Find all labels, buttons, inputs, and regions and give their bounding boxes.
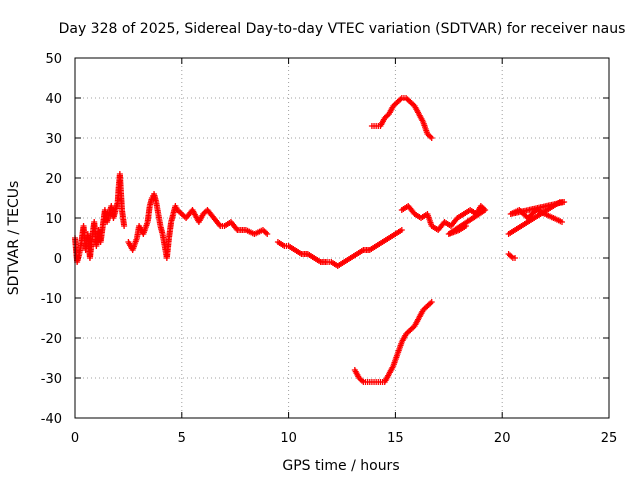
data-point <box>512 255 519 261</box>
y-tick-label: 10 <box>45 212 62 227</box>
x-tick-label: 0 <box>71 431 79 446</box>
data-point <box>216 221 223 228</box>
data-point <box>398 227 405 233</box>
data-point <box>428 299 435 305</box>
x-tick-label: 25 <box>601 431 618 446</box>
y-tick-label: 30 <box>45 132 62 147</box>
y-tick-label: -40 <box>41 412 62 427</box>
x-tick-label: 10 <box>280 431 297 446</box>
data-point <box>428 135 435 141</box>
data-point <box>559 219 566 225</box>
y-tick-label: -20 <box>41 332 62 347</box>
plot-frame <box>74 57 610 419</box>
data-points <box>72 95 568 385</box>
x-tick-label: 20 <box>494 431 511 446</box>
chart-title: Day 328 of 2025, Sidereal Day-to-day VTE… <box>59 21 626 37</box>
data-point <box>233 225 240 232</box>
y-tick-label: 50 <box>45 52 62 67</box>
grid <box>75 58 609 418</box>
y-tick-label: 0 <box>54 252 62 267</box>
data-point <box>264 231 271 237</box>
x-tick-label: 5 <box>178 431 186 446</box>
data-point <box>462 223 469 229</box>
x-axis-label: GPS time / hours <box>282 458 399 474</box>
y-tick-label: 20 <box>45 172 62 187</box>
data-point <box>121 223 128 229</box>
x-tick-label: 15 <box>387 431 404 446</box>
y-axis-label: SDTVAR / TECUs <box>6 181 22 296</box>
y-tick-label: 40 <box>45 92 62 107</box>
y-tick-label: -10 <box>41 292 62 307</box>
y-tick-label: -30 <box>41 372 62 387</box>
axis-ticks: 0 5 10 15 20 25 -40 -30 -20 -10 0 10 20 30 40 50 <box>41 52 618 446</box>
